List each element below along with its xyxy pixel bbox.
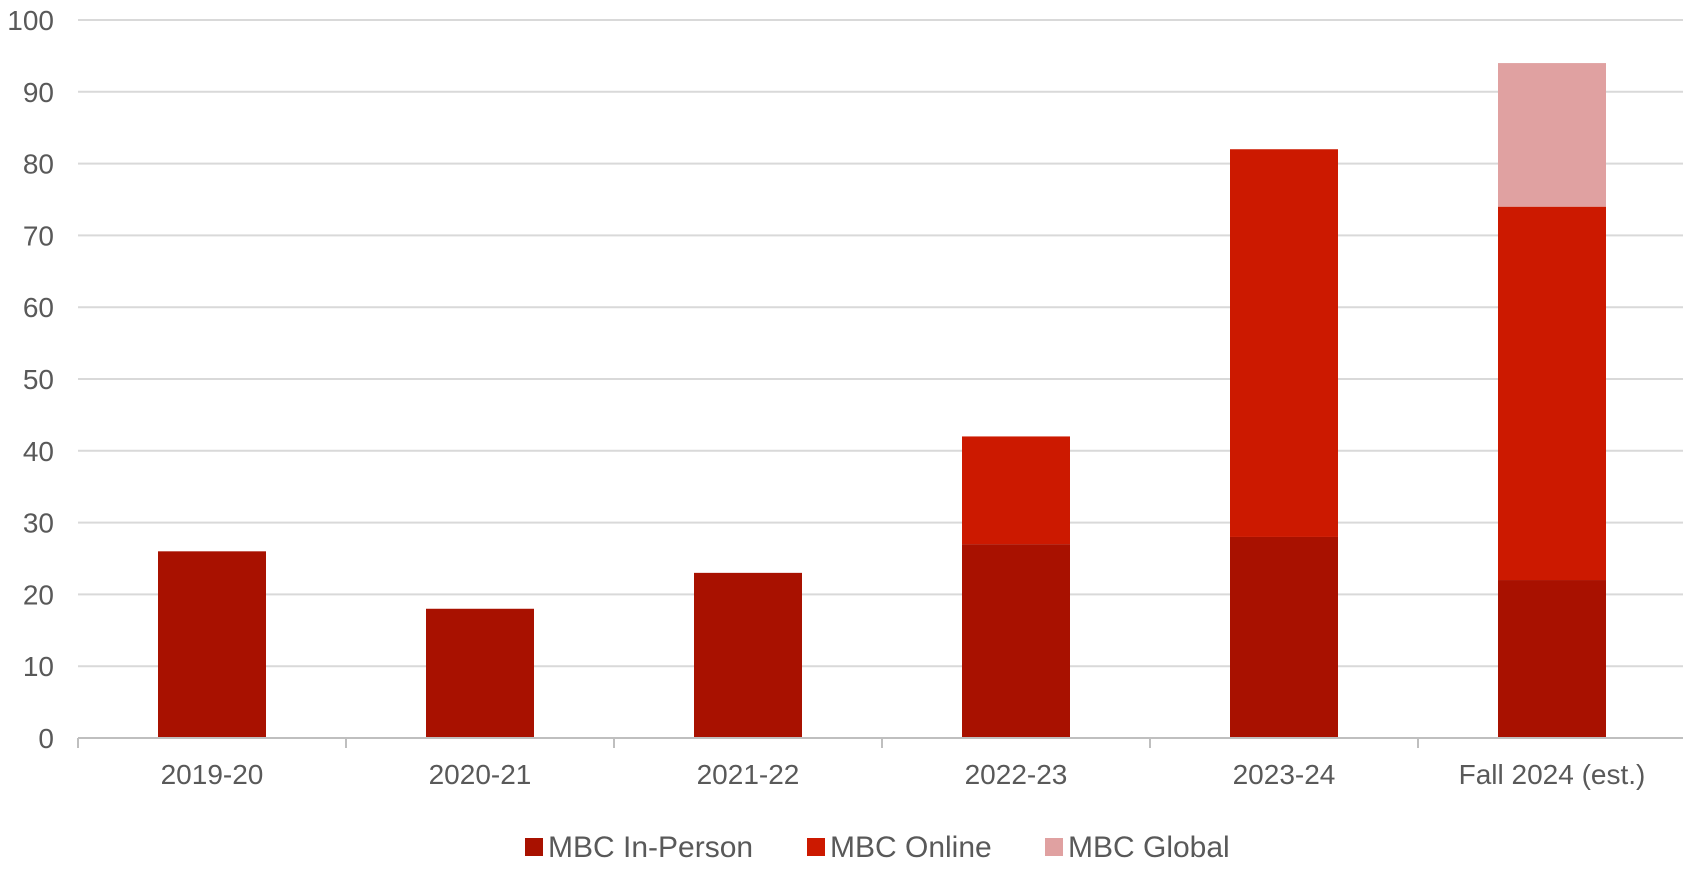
y-tick-label-80: 80 xyxy=(23,149,54,180)
x-axis-tick-labels: 2019-20 2020-21 2021-22 2022-23 2023-24 Fall … xyxy=(161,759,1646,790)
y-tick-label-40: 40 xyxy=(23,436,54,467)
y-axis-tick-labels: 0 10 20 30 40 50 60 70 80 90 100 xyxy=(7,5,54,754)
bars xyxy=(158,63,1606,738)
legend-label-0: MBC In-Person xyxy=(548,831,753,864)
bar-mbc-in-person-5 xyxy=(1498,580,1606,738)
y-tick-label-10: 10 xyxy=(23,651,54,682)
legend: MBC In-Person MBC Online MBC Global xyxy=(525,831,1230,864)
y-tick-label-0: 0 xyxy=(38,723,54,754)
y-tick-label-60: 60 xyxy=(23,292,54,323)
y-tick-label-70: 70 xyxy=(23,220,54,251)
gridlines xyxy=(78,19,1683,668)
y-tick-label-100: 100 xyxy=(7,5,54,36)
y-tick-label-90: 90 xyxy=(23,77,54,108)
legend-label-2: MBC Global xyxy=(1068,831,1230,864)
legend-swatch-0 xyxy=(525,838,543,856)
bar-mbc-online-5 xyxy=(1498,206,1606,581)
bar-mbc-in-person-3 xyxy=(962,544,1070,738)
x-tick-label-4: 2023-24 xyxy=(1233,759,1336,790)
bar-mbc-global-5 xyxy=(1498,63,1606,207)
y-tick-label-50: 50 xyxy=(23,364,54,395)
y-tick-label-30: 30 xyxy=(23,508,54,539)
legend-label-1: MBC Online xyxy=(830,831,992,864)
x-tick-label-5: Fall 2024 (est.) xyxy=(1459,759,1646,790)
bar-mbc-online-4 xyxy=(1230,149,1338,537)
bar-mbc-in-person-4 xyxy=(1230,536,1338,738)
y-tick-label-20: 20 xyxy=(23,579,54,610)
x-tick-label-0: 2019-20 xyxy=(161,759,264,790)
bar-mbc-online-3 xyxy=(962,436,1070,545)
bar-mbc-in-person-1 xyxy=(426,608,534,738)
legend-swatch-1 xyxy=(807,838,825,856)
legend-swatch-2 xyxy=(1045,838,1063,856)
x-tick-label-1: 2020-21 xyxy=(429,759,532,790)
x-tick-label-3: 2022-23 xyxy=(965,759,1068,790)
x-axis xyxy=(77,737,1683,748)
bar-mbc-in-person-2 xyxy=(694,572,802,738)
x-tick-label-2: 2021-22 xyxy=(697,759,800,790)
bar-mbc-in-person-0 xyxy=(158,551,266,738)
